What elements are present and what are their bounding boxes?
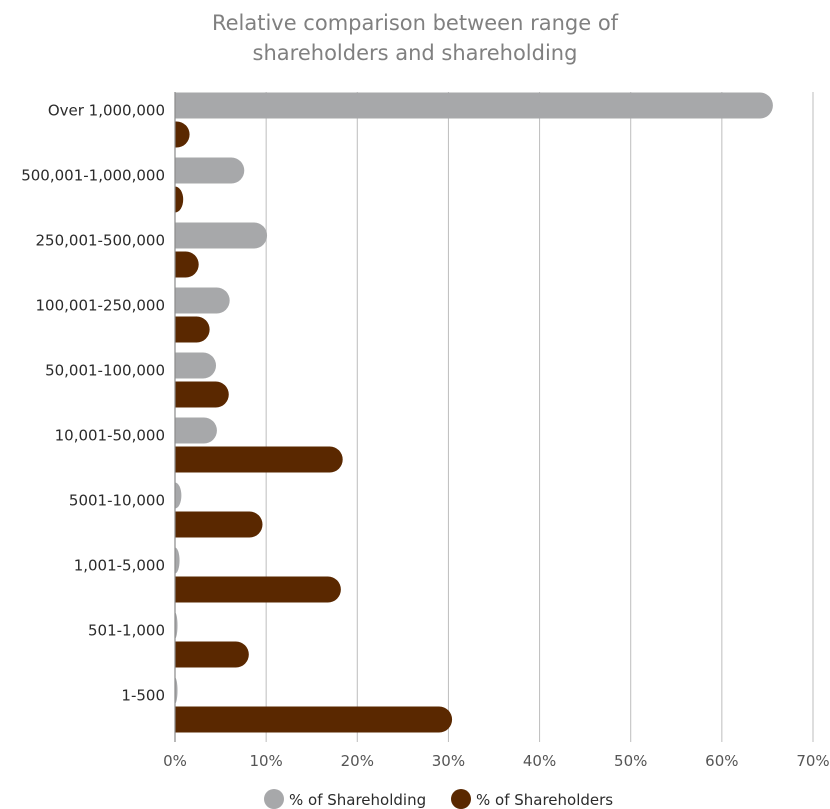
legend-label: % of Shareholders xyxy=(476,791,613,809)
bar-shareholders xyxy=(175,251,199,278)
x-tick-label: 0% xyxy=(163,752,187,770)
category-label: 50,001-100,000 xyxy=(45,362,165,380)
x-tick-label: 10% xyxy=(249,752,282,770)
bar-shareholding xyxy=(175,417,217,444)
category-label: Over 1,000,000 xyxy=(48,102,165,120)
x-tick-label: 60% xyxy=(705,752,738,770)
x-tick-label: 50% xyxy=(614,752,647,770)
x-tick-label: 40% xyxy=(523,752,556,770)
bar-shareholders xyxy=(175,446,343,473)
bar-shareholders xyxy=(175,186,184,213)
chart-title: Relative comparison between range of sha… xyxy=(0,8,830,68)
bar-shareholding xyxy=(175,92,773,119)
category-label: 10,001-50,000 xyxy=(55,427,165,445)
legend-swatch xyxy=(264,789,284,809)
bar-shareholders xyxy=(175,121,190,148)
bar-shareholding xyxy=(175,157,245,184)
category-label: 100,001-250,000 xyxy=(36,297,165,315)
grid-lines xyxy=(265,92,814,742)
category-label: 5001-10,000 xyxy=(69,492,165,510)
chart-title-line-1: Relative comparison between range of xyxy=(211,11,619,35)
bar-shareholders xyxy=(175,706,453,733)
bar-shareholders xyxy=(175,641,249,668)
bars xyxy=(175,92,773,733)
bar-shareholders xyxy=(175,316,210,343)
x-tick-label: 30% xyxy=(432,752,465,770)
x-tick-label: 70% xyxy=(796,752,829,770)
bar-shareholders xyxy=(175,576,341,603)
category-label: 1-500 xyxy=(121,687,165,705)
bar-shareholders xyxy=(175,381,229,408)
bar-shareholders xyxy=(175,511,263,538)
category-label: 500,001-1,000,000 xyxy=(21,167,165,185)
x-tick-labels: 0% 10% 20% 30% 40% 50% 60% 70% xyxy=(163,752,830,770)
bar-shareholding xyxy=(175,222,268,249)
bar-shareholding xyxy=(175,612,178,639)
bar-shareholding xyxy=(175,482,182,509)
legend-swatch xyxy=(451,789,471,809)
bar-shareholding xyxy=(175,677,178,704)
legend: % of Shareholding % of Shareholders xyxy=(264,789,613,809)
bar-shareholding xyxy=(175,352,217,379)
category-labels: Over 1,000,000 500,001-1,000,000 250,001-5… xyxy=(21,102,165,705)
chart-title-line-2: shareholders and shareholding xyxy=(252,41,578,65)
category-label: 250,001-500,000 xyxy=(36,232,165,250)
legend-label: % of Shareholding xyxy=(289,791,426,809)
bar-shareholding xyxy=(175,287,230,314)
x-tick-label: 20% xyxy=(341,752,374,770)
bar-shareholding xyxy=(175,547,180,574)
category-label: 1,001-5,000 xyxy=(74,557,165,575)
category-label: 501-1,000 xyxy=(88,622,165,640)
